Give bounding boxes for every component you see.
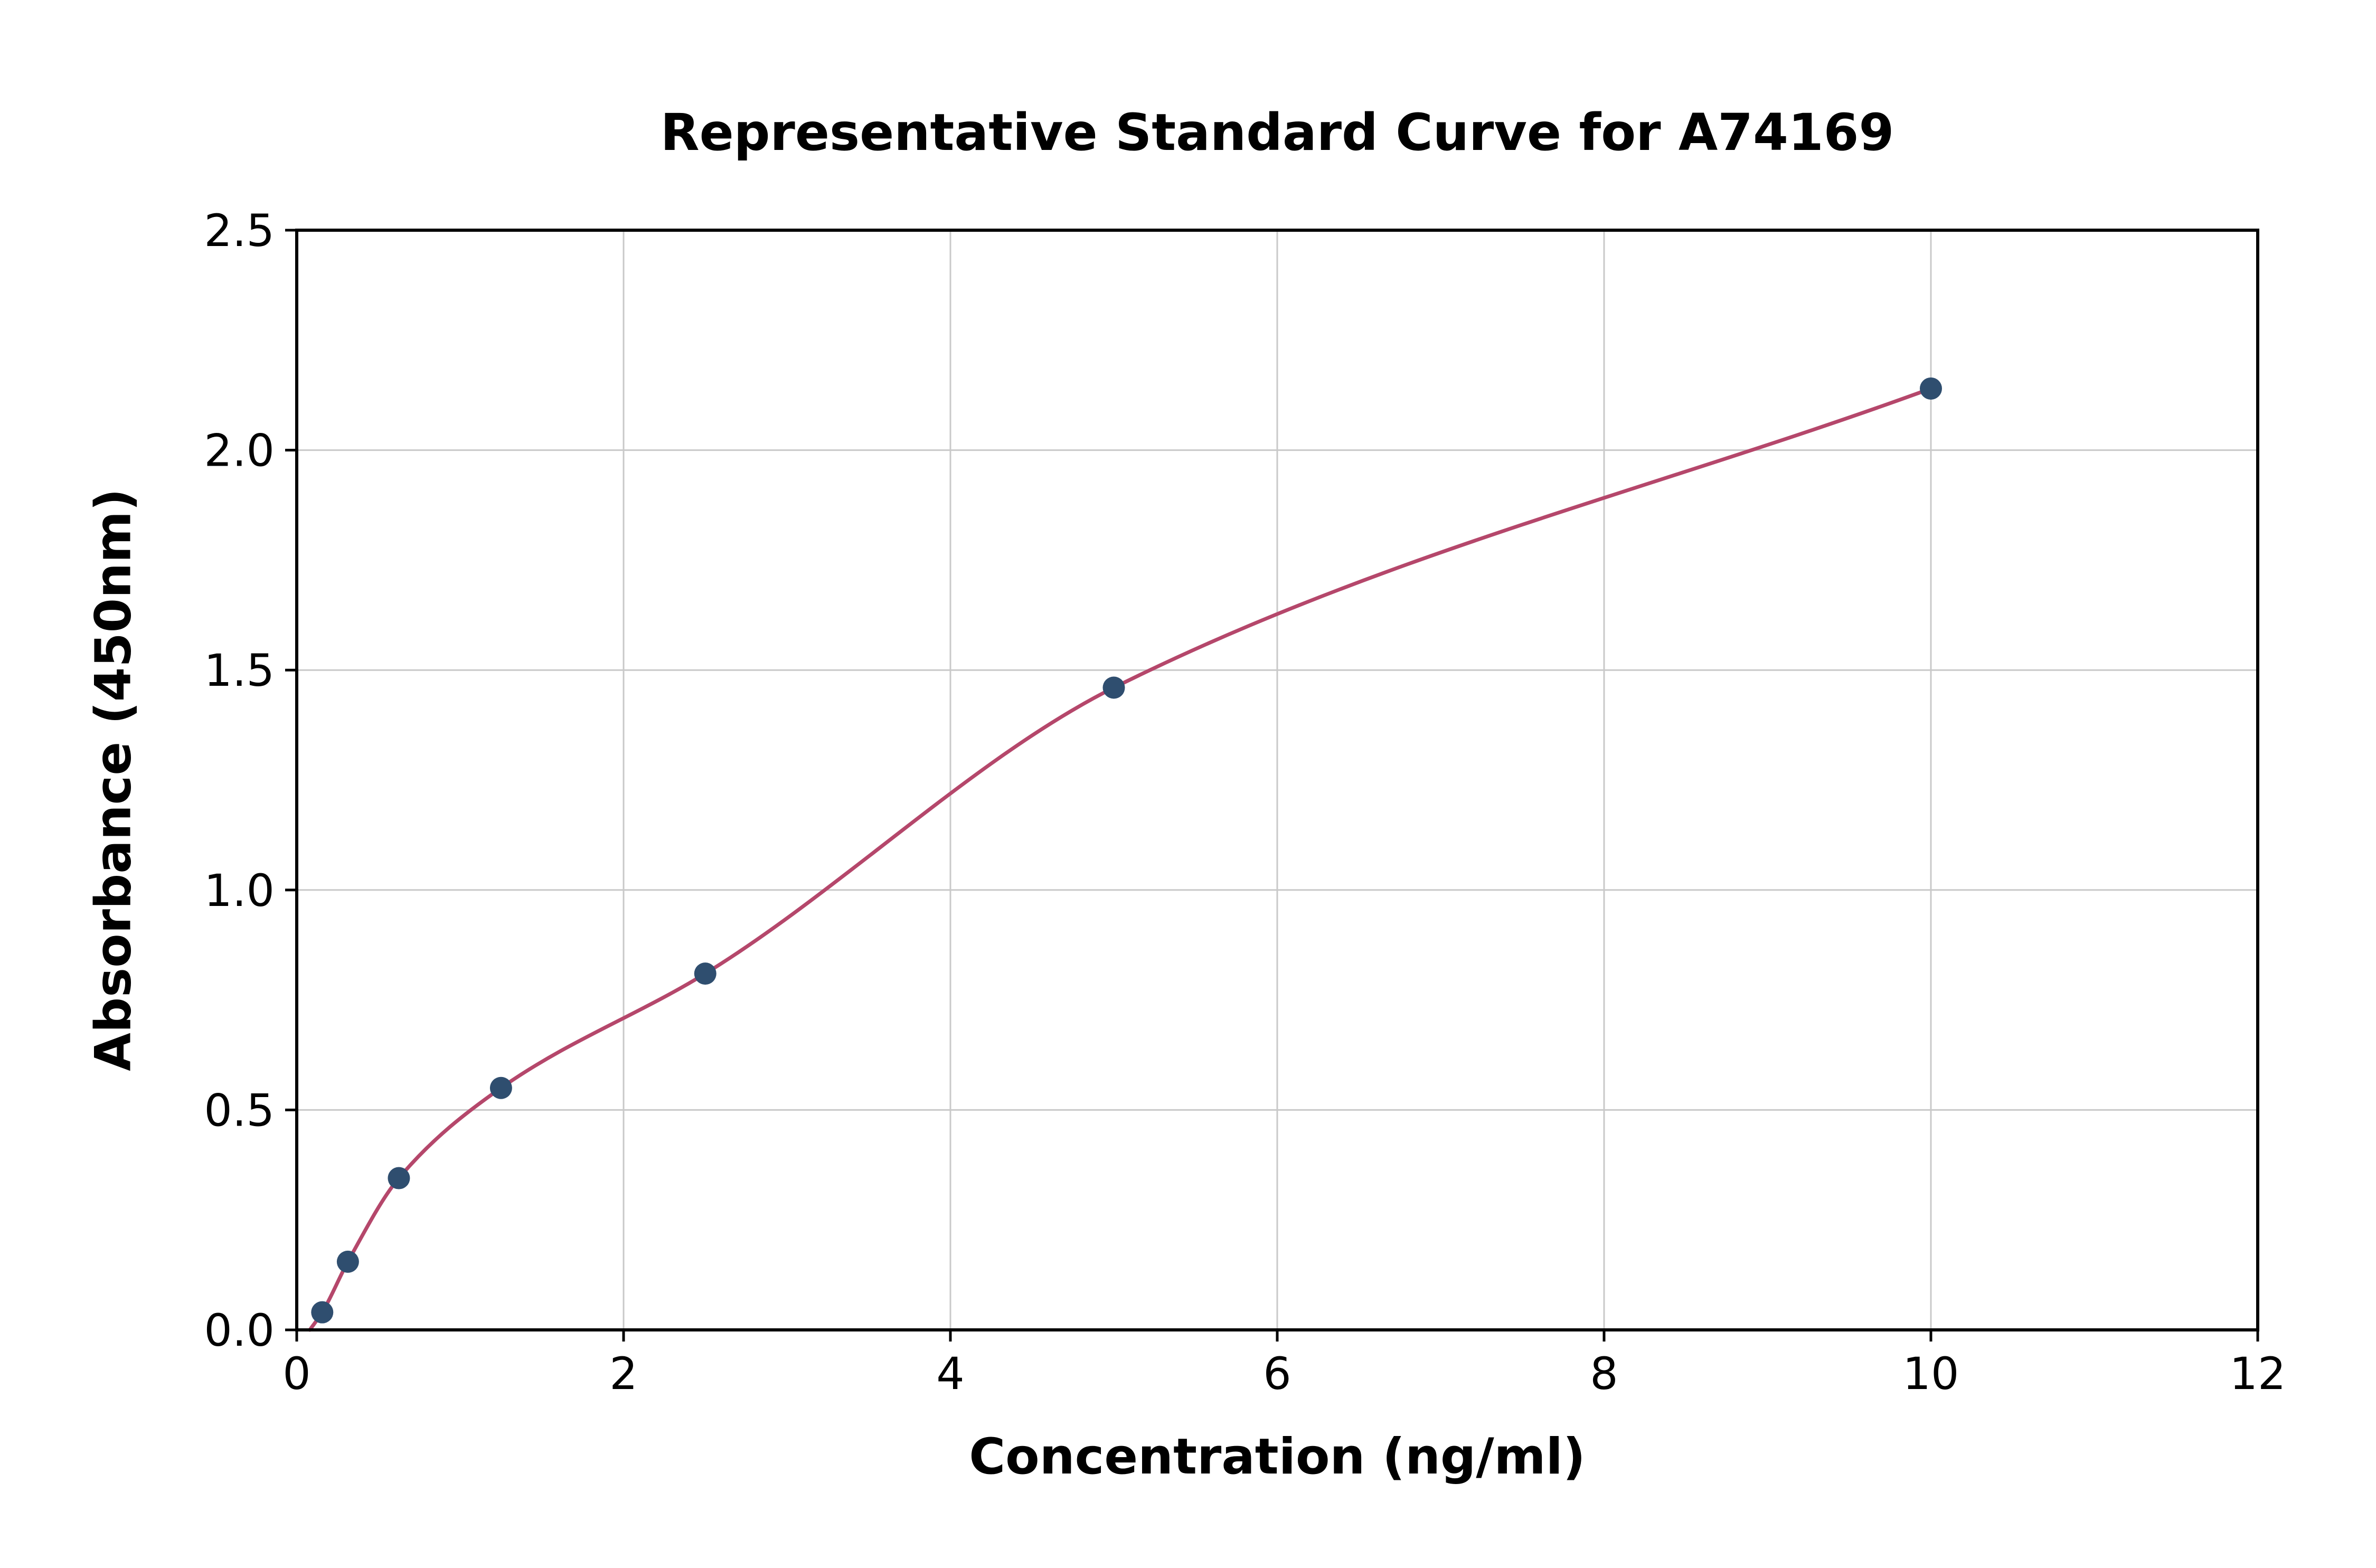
chart-title: Representative Standard Curve for A74169 (660, 103, 1894, 162)
data-point (694, 962, 716, 985)
x-tick-label: 6 (1263, 1348, 1291, 1400)
fit-curve (308, 386, 1933, 1332)
y-tick-label: 0.5 (204, 1084, 275, 1136)
x-tick-label: 0 (282, 1348, 310, 1400)
y-tick-label: 2.5 (204, 205, 275, 257)
x-tick-label: 8 (1590, 1348, 1618, 1400)
y-tick-label: 0.0 (204, 1305, 275, 1356)
y-tick-label: 1.0 (204, 865, 275, 917)
x-tick-label: 12 (2230, 1348, 2286, 1400)
data-point (1102, 676, 1125, 699)
x-tick-label: 10 (1903, 1348, 1959, 1400)
data-point (388, 1167, 410, 1189)
y-axis-label: Absorbance (450nm) (84, 488, 143, 1071)
y-tick-label: 1.5 (204, 645, 275, 696)
data-point (311, 1301, 334, 1324)
x-tick-label: 4 (936, 1348, 964, 1400)
data-point (489, 1076, 512, 1099)
data-point (336, 1250, 359, 1273)
x-axis-label: Concentration (ng/ml) (969, 1428, 1586, 1486)
x-tick-label: 2 (609, 1348, 637, 1400)
data-point (1920, 377, 1942, 400)
y-tick-label: 2.0 (204, 425, 275, 477)
